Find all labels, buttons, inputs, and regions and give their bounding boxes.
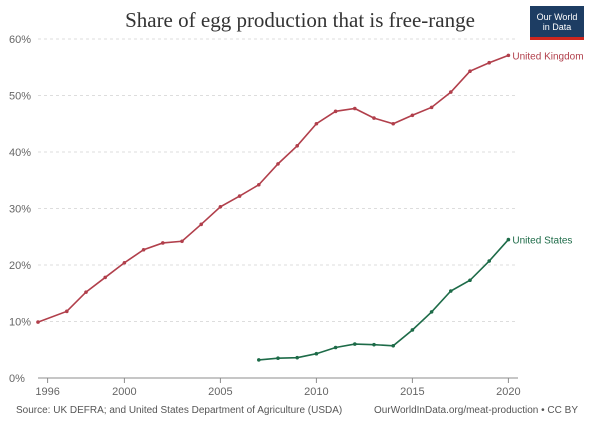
logo-line-1: Our World — [536, 12, 578, 22]
data-point-united-states — [468, 278, 472, 283]
data-point-united-states — [487, 259, 492, 263]
x-tick-label: 2015 — [400, 386, 424, 398]
data-point-united-states — [449, 289, 453, 293]
x-tick-label: 2020 — [496, 386, 520, 398]
data-point-united-states — [391, 343, 396, 348]
y-tick-label: 10% — [9, 317, 31, 329]
data-point-united-kingdom — [199, 222, 203, 227]
x-tick-label: 2000 — [112, 386, 136, 398]
data-point-united-kingdom — [180, 239, 184, 244]
y-tick-label: 0% — [9, 373, 25, 385]
data-point-united-kingdom — [410, 113, 415, 118]
data-point-united-kingdom — [161, 241, 165, 245]
chart-title: Share of egg production that is free-ran… — [125, 8, 475, 32]
data-point-united-kingdom — [295, 143, 300, 148]
data-point-united-kingdom — [141, 247, 146, 252]
y-tick-label: 50% — [9, 91, 31, 103]
data-point-united-kingdom — [372, 116, 376, 120]
data-point-united-states — [372, 342, 376, 347]
series-line-united-states — [258, 239, 509, 361]
data-point-united-kingdom — [333, 109, 338, 114]
data-point-united-kingdom — [468, 69, 472, 74]
y-tick-label: 60% — [9, 34, 31, 46]
data-point-united-kingdom — [257, 182, 261, 187]
data-point-united-states — [429, 310, 434, 314]
data-point-united-kingdom — [65, 309, 69, 314]
owid-logo[interactable]: Our World in Data — [530, 6, 584, 40]
legend-label-united-states[interactable]: United States — [512, 236, 572, 247]
legend-label-united-kingdom[interactable]: United Kingdom — [512, 51, 583, 62]
y-tick-label: 40% — [9, 147, 31, 159]
data-point-united-kingdom — [84, 290, 88, 294]
data-point-united-states — [276, 356, 280, 361]
data-point-united-states — [353, 342, 357, 346]
data-point-united-kingdom — [36, 320, 40, 324]
data-point-united-kingdom — [429, 105, 434, 110]
data-point-united-kingdom — [218, 205, 223, 209]
data-point-united-states — [333, 345, 338, 350]
data-point-united-kingdom — [103, 275, 107, 280]
data-point-united-kingdom — [353, 106, 357, 111]
data-point-united-states — [257, 358, 261, 362]
data-point-united-kingdom — [122, 260, 127, 265]
data-point-united-kingdom — [391, 121, 396, 126]
y-tick-label: 30% — [9, 204, 31, 216]
data-point-united-states — [295, 355, 300, 360]
logo-line-2: in Data — [542, 22, 572, 32]
x-tick-label: 2005 — [208, 386, 232, 398]
data-point-united-kingdom — [237, 194, 242, 198]
data-point-united-states — [410, 328, 415, 332]
credit-link[interactable]: OurWorldInData.org/meat-production • CC … — [374, 405, 578, 416]
x-tick-label: 2010 — [304, 386, 328, 398]
data-point-united-kingdom — [449, 90, 453, 94]
y-tick-label: 20% — [9, 260, 31, 272]
data-point-united-kingdom — [314, 121, 319, 126]
data-point-united-states — [314, 351, 319, 356]
source-note: Source: UK DEFRA; and United States Depa… — [16, 405, 343, 416]
data-point-united-states — [506, 237, 511, 242]
x-tick-label: 1996 — [35, 386, 59, 398]
data-point-united-kingdom — [276, 162, 280, 166]
data-point-united-kingdom — [487, 60, 492, 65]
data-point-united-kingdom — [506, 53, 511, 58]
